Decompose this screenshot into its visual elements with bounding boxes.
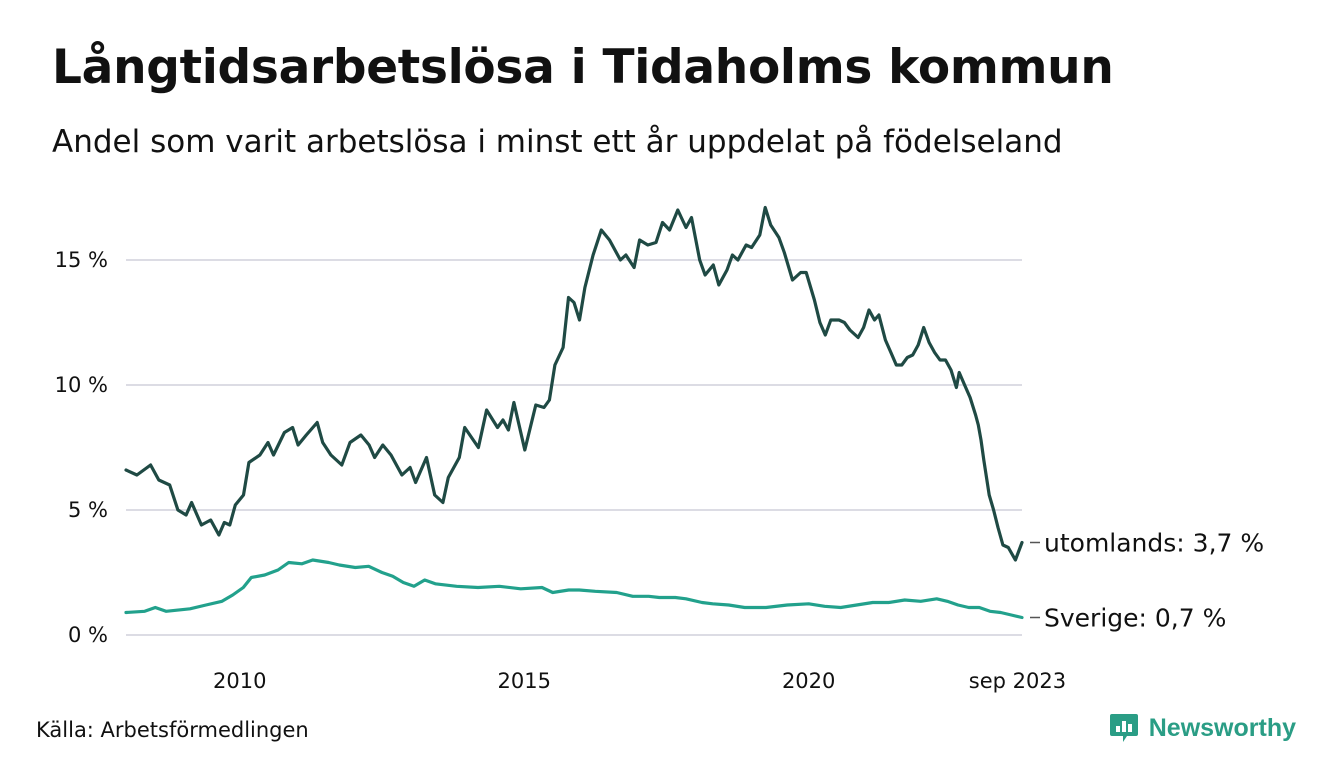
y-tick-label: 5 %: [68, 498, 108, 522]
y-tick-label: 0 %: [68, 623, 108, 647]
gridlines: [126, 259, 1022, 636]
newsworthy-logo-icon: [1109, 714, 1138, 742]
end-label-utomlands: utomlands: 3,7 %: [1044, 529, 1264, 558]
y-tick-label: 10 %: [55, 373, 108, 397]
end-label-sverige: Sverige: 0,7 %: [1044, 604, 1226, 633]
y-tick-label: 15 %: [55, 248, 108, 272]
x-tick-label: 2015: [497, 669, 550, 693]
chart-title: Långtidsarbetslösa i Tidaholms kommun: [52, 40, 1114, 95]
x-tick-label: sep 2023: [969, 669, 1066, 693]
y-axis-ticks: 0 % 5 % 10 % 15 %: [55, 248, 108, 647]
chart-subtitle: Andel som varit arbetslösa i minst ett å…: [52, 124, 1063, 160]
x-axis-ticks: 2010 2015 2020 sep 2023: [213, 669, 1066, 693]
series-line-utomlands: [124, 205, 1024, 562]
series-line-sverige: [124, 558, 1024, 620]
brand-logo[interactable]: Newsworthy: [1109, 712, 1296, 744]
source-note: Källa: Arbetsförmedlingen: [36, 718, 309, 742]
end-labels: utomlands: 3,7 % Sverige: 0,7 %: [1030, 529, 1264, 633]
series-lines: [124, 205, 1024, 620]
x-tick-label: 2010: [213, 669, 266, 693]
brand-name: Newsworthy: [1148, 713, 1296, 742]
x-tick-label: 2020: [782, 669, 835, 693]
